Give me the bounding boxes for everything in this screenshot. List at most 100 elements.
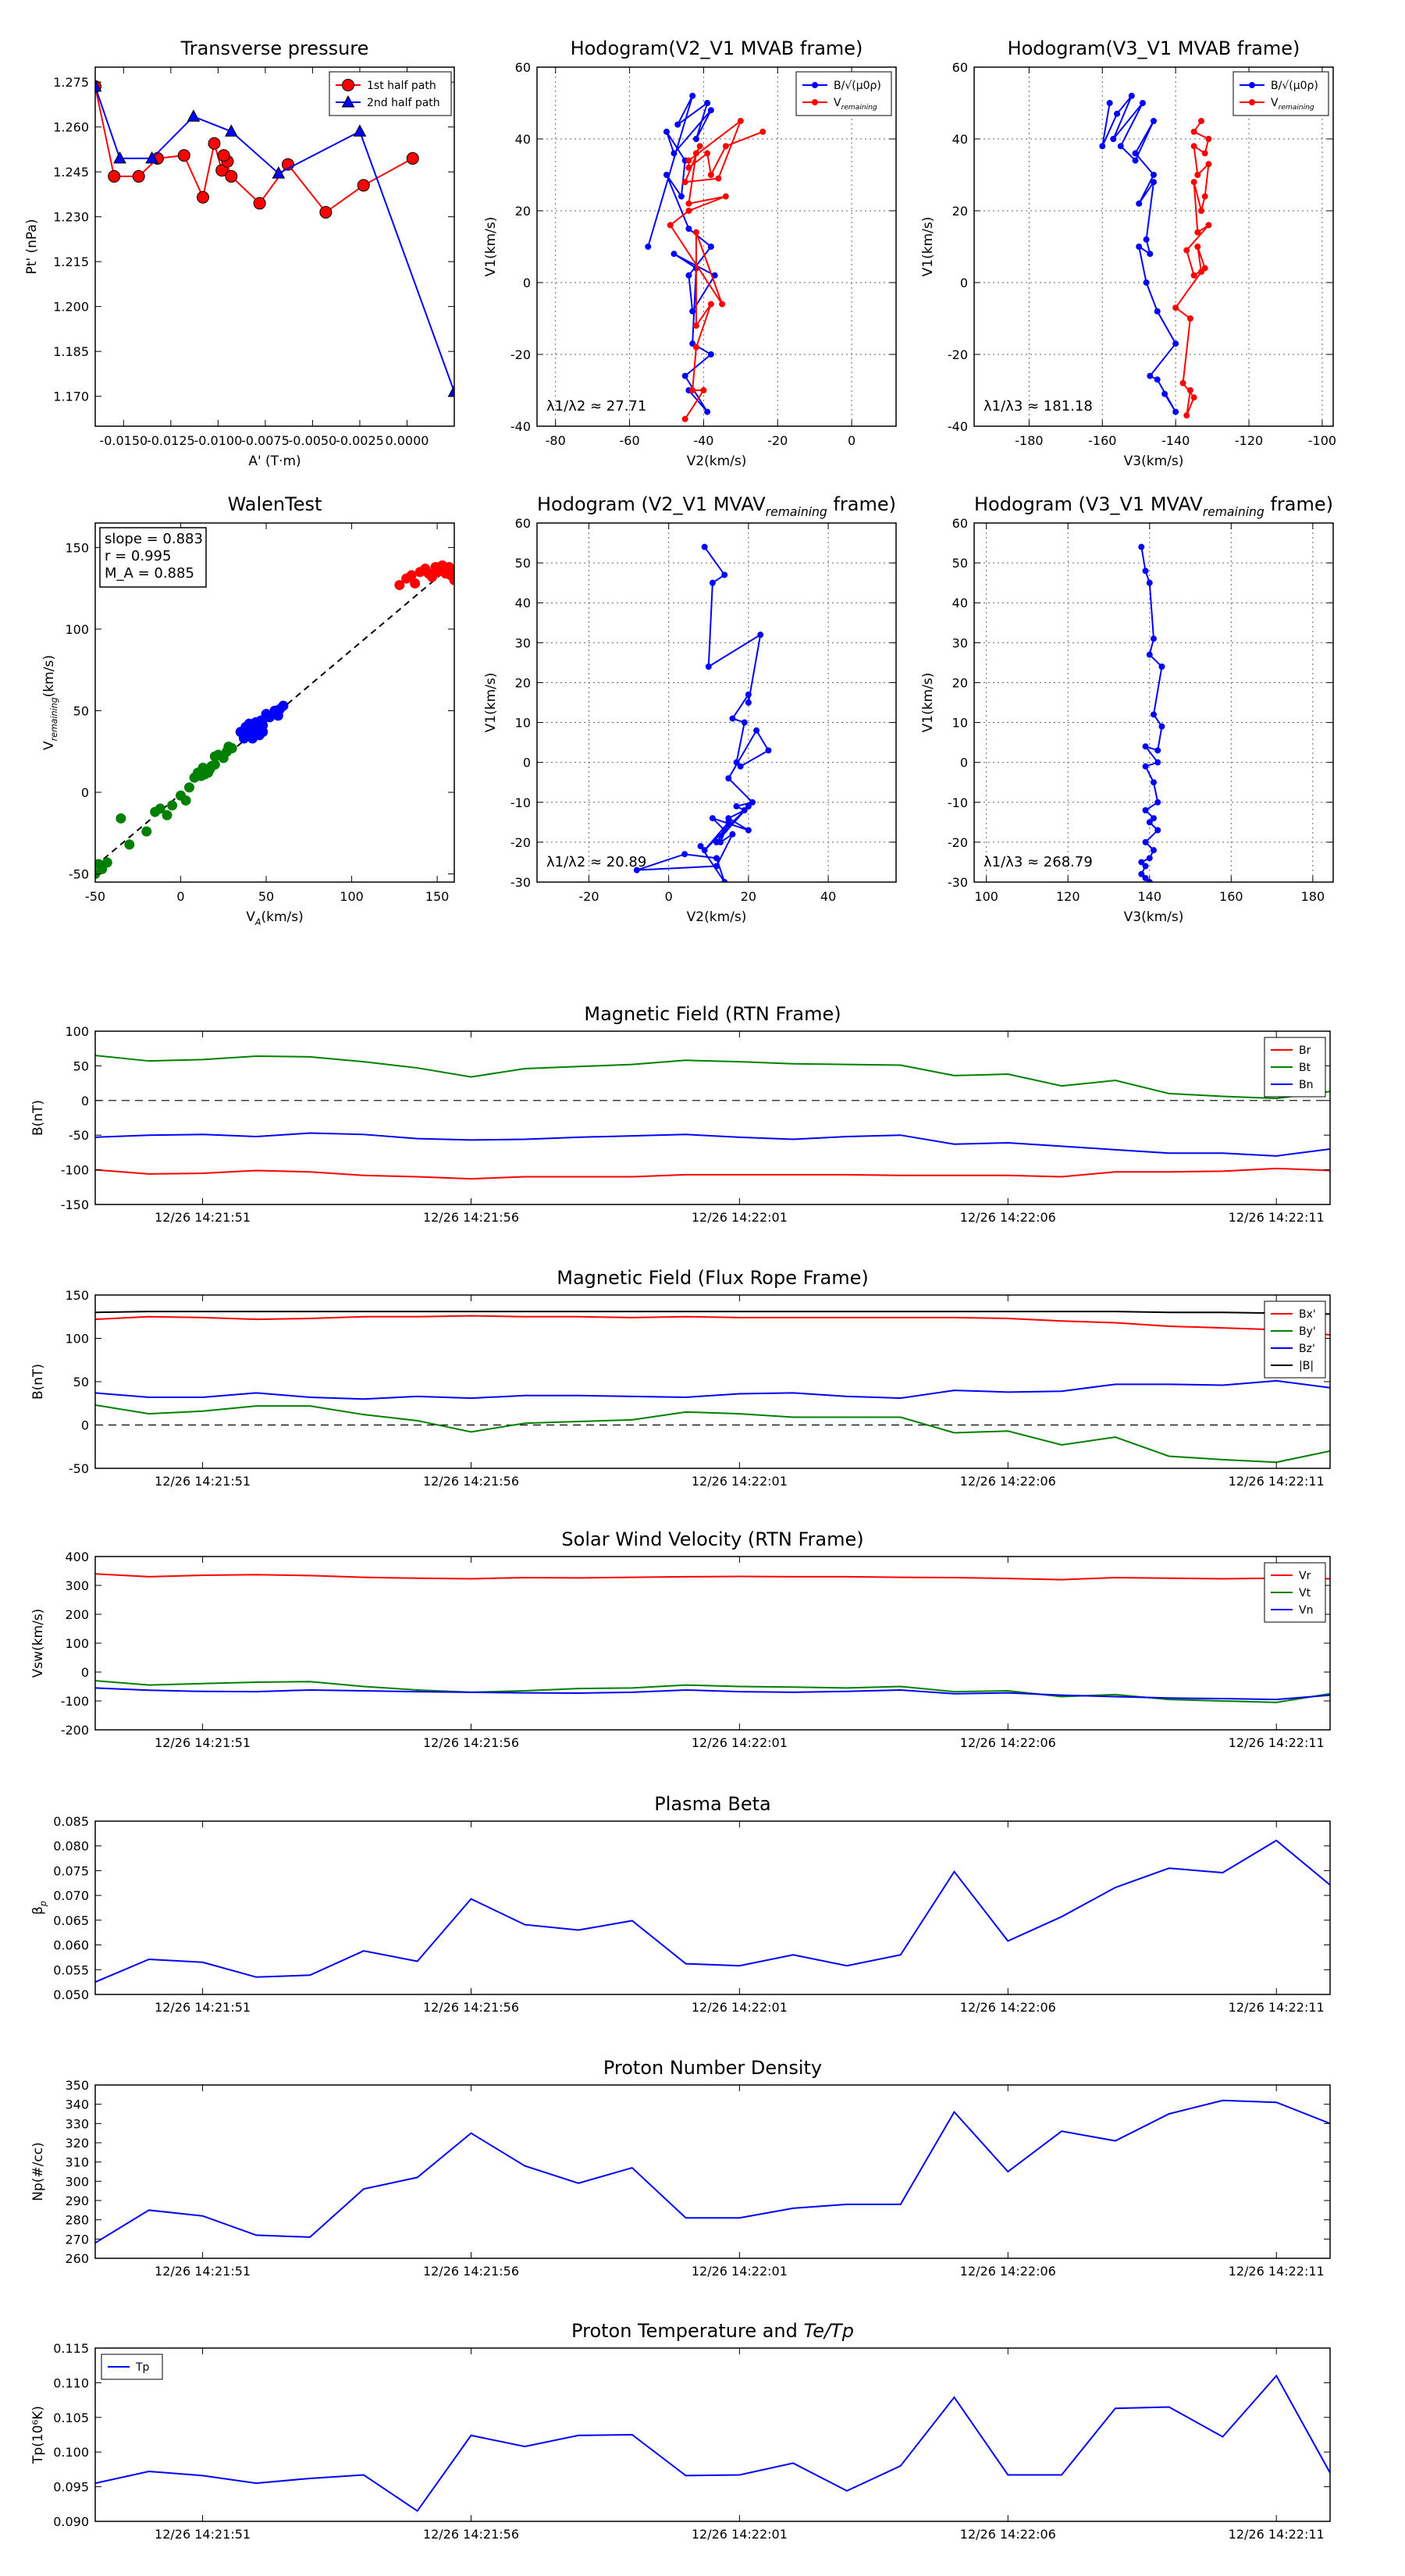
legend-marker <box>341 94 355 108</box>
data-point <box>692 343 699 350</box>
data-point <box>215 164 229 177</box>
data-point <box>725 819 732 826</box>
axes-frame <box>94 1820 1331 1995</box>
data-point <box>722 143 729 150</box>
x-axis-label: V3(km/s) <box>1124 454 1184 469</box>
data-point <box>678 193 685 200</box>
y-axis-label: βp <box>30 1901 48 1915</box>
y-tick-label: 10 <box>515 716 531 731</box>
series-Br-line <box>95 1167 1330 1180</box>
data-point <box>1190 143 1197 150</box>
series-beta-line <box>95 1839 1330 1984</box>
y-axis-label-group: B(nT) <box>30 1100 46 1136</box>
y-axis-label: Pt' (nPa) <box>24 219 40 275</box>
y-axis-label-group: V1(km/s) <box>920 673 936 733</box>
y-tick-label: 10 <box>952 716 968 731</box>
y-tick-label: 300 <box>65 1578 89 1593</box>
data-point <box>704 408 711 415</box>
series-Bx-line <box>95 1315 1330 1336</box>
x-tick-label: 12/26 14:22:01 <box>692 1474 788 1489</box>
y-tick-label: 60 <box>952 60 968 75</box>
x-tick-label: 12/26 14:22:01 <box>692 1735 788 1750</box>
x-tick-label: -160 <box>1088 433 1116 448</box>
x-tick-label: 12/26 14:22:01 <box>692 2000 788 2015</box>
axes-frame <box>94 1556 1331 1731</box>
x-tick-label: 12/26 14:22:11 <box>1229 1474 1325 1489</box>
data-point <box>692 150 699 157</box>
x-tick-label: 12/26 14:21:51 <box>155 2000 251 2015</box>
data-point <box>701 847 708 854</box>
y-tick-label: 0.055 <box>53 1962 89 1977</box>
x-tick-label: -120 <box>1235 433 1263 448</box>
data-point <box>1205 161 1212 168</box>
data-point <box>177 149 190 162</box>
data-point <box>132 169 145 183</box>
y-tick-label: 1.185 <box>53 344 89 359</box>
data-point <box>447 567 454 578</box>
y-tick-label: -30 <box>948 875 968 890</box>
y-tick-label: 0.070 <box>53 1888 89 1903</box>
data-point <box>217 149 230 162</box>
data-point <box>765 747 772 754</box>
data-point <box>183 782 194 793</box>
data-point <box>697 843 704 849</box>
data-point <box>685 164 692 171</box>
y-axis-label: B(nT) <box>30 1364 46 1400</box>
data-point <box>1183 247 1190 254</box>
x-tick-label: -0.0025 <box>336 433 384 448</box>
data-point <box>197 190 209 204</box>
data-point <box>1190 128 1197 135</box>
data-point <box>1154 799 1161 806</box>
y-tick-label: 1.170 <box>53 390 89 404</box>
y-axis-label-group: V1(km/s) <box>483 673 499 733</box>
axes-frame <box>94 2347 1331 2522</box>
data-point <box>681 851 688 858</box>
y-tick-label: 270 <box>65 2232 89 2247</box>
panel-title: WalenTest <box>228 493 322 515</box>
y-axis-label-group: B(nT) <box>30 1364 46 1400</box>
data-point <box>692 322 699 329</box>
data-point <box>733 759 740 766</box>
x-tick-label: -20 <box>578 889 599 904</box>
legend-box <box>795 71 892 116</box>
y-tick-label: 1.215 <box>53 254 89 269</box>
y-tick-label: 0 <box>81 785 89 800</box>
legend-label: Vr <box>1299 1570 1311 1582</box>
x-tick-label: 12/26 14:22:06 <box>960 2000 1056 2015</box>
data-point <box>394 579 405 590</box>
y-tick-label: 1.275 <box>53 75 89 90</box>
stats-line: r = 0.995 <box>105 548 171 564</box>
data-point <box>692 229 699 236</box>
x-tick-label: -0.0050 <box>289 433 337 448</box>
series-blue <box>235 700 289 744</box>
stats-box <box>99 527 207 588</box>
x-tick-label: 12/26 14:21:51 <box>155 2527 251 2542</box>
data-point <box>155 803 165 814</box>
data-point <box>1190 179 1197 186</box>
x-tick-label: 12/26 14:22:11 <box>1229 2000 1325 2015</box>
data-point <box>681 415 688 422</box>
y-tick-label: -20 <box>948 347 968 362</box>
x-tick-label: 0 <box>176 889 184 904</box>
y-axis-label-group: V1(km/s) <box>483 217 499 277</box>
x-tick-label: 12/26 14:21:51 <box>155 2264 251 2279</box>
data-point <box>353 124 367 137</box>
x-tick-label: 12/26 14:21:51 <box>155 1210 251 1225</box>
y-tick-label: 400 <box>65 1550 89 1564</box>
x-tick-label: -60 <box>619 433 639 448</box>
panel-title: Plasma Beta <box>654 1793 770 1815</box>
data-point <box>681 372 688 379</box>
data-point <box>1183 412 1190 419</box>
data-point <box>753 727 760 734</box>
x-tick-label: 140 <box>1137 889 1161 904</box>
data-point <box>681 179 688 186</box>
data-point <box>707 244 714 250</box>
y-tick-label: 0.115 <box>53 2341 89 2356</box>
x-tick-label: 12/26 14:21:56 <box>423 1735 519 1750</box>
x-tick-label: 180 <box>1301 889 1325 904</box>
y-tick-label: 0.090 <box>53 2514 89 2529</box>
y-axis-label: V1(km/s) <box>483 217 499 277</box>
y-tick-label: 0.065 <box>53 1913 89 1928</box>
y-axis-label-group: Vremaining(km/s) <box>41 655 59 750</box>
y-tick-label: 0.110 <box>53 2375 89 2390</box>
